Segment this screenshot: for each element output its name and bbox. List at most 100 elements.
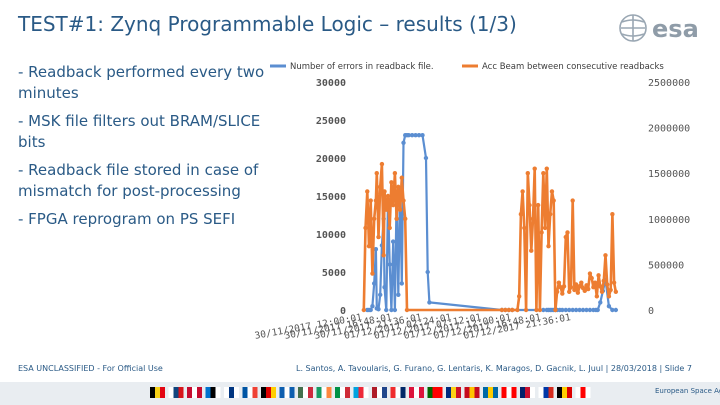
data-point xyxy=(592,280,598,285)
data-point xyxy=(394,216,399,221)
data-point xyxy=(573,282,579,287)
flag-stripe xyxy=(197,387,202,398)
data-point xyxy=(595,307,600,313)
flag-stripe xyxy=(247,387,253,398)
flag-stripe xyxy=(483,387,488,398)
bullet-item: - FPGA reprogram on PS SEFI xyxy=(18,210,236,228)
bullet-item: - Readback file stored in case of mismat… xyxy=(18,161,259,200)
data-point xyxy=(582,288,587,294)
y-right-tick-label: 1000000 xyxy=(648,215,690,226)
flag-stripe xyxy=(456,387,461,398)
data-point xyxy=(558,285,563,290)
flag-stripe xyxy=(562,387,567,398)
flag-stripe xyxy=(427,387,433,398)
data-point xyxy=(587,271,593,276)
data-point xyxy=(503,307,508,313)
authors-line: L. Santos, A. Tavoularis, G. Furano, G. … xyxy=(296,364,692,373)
flag-stripe xyxy=(501,387,507,398)
flag-stripe xyxy=(298,387,303,398)
data-point xyxy=(406,133,411,138)
data-point xyxy=(613,289,619,294)
data-point xyxy=(515,307,520,313)
country-flag-icon xyxy=(483,387,498,398)
country-flag-icon xyxy=(150,387,165,398)
flag-stripe xyxy=(215,387,221,398)
flag-stripe xyxy=(229,387,234,398)
data-point xyxy=(389,307,394,313)
data-point xyxy=(399,175,404,180)
data-point xyxy=(373,198,379,203)
data-point xyxy=(598,300,603,305)
data-point xyxy=(598,284,603,289)
data-point xyxy=(594,294,600,299)
country-flag-icon xyxy=(353,387,369,398)
data-point xyxy=(366,243,372,249)
flag-stripe xyxy=(474,387,480,398)
flag-stripe xyxy=(173,387,179,398)
data-point xyxy=(606,294,612,299)
data-point xyxy=(506,307,512,313)
data-point xyxy=(363,225,368,231)
flag-stripe xyxy=(289,387,295,398)
flag-stripe xyxy=(168,387,174,398)
data-point xyxy=(544,166,549,171)
flag-stripe xyxy=(414,387,419,398)
data-point xyxy=(390,239,396,244)
data-point xyxy=(389,180,394,185)
data-point xyxy=(374,171,379,176)
data-point xyxy=(568,285,574,290)
data-point xyxy=(379,161,385,167)
data-point xyxy=(390,202,396,208)
y-left-tick-label: 20000 xyxy=(316,154,346,165)
y-right-tick-label: 2000000 xyxy=(648,124,690,135)
data-point xyxy=(404,307,410,313)
data-point xyxy=(542,225,548,231)
data-point xyxy=(565,230,570,235)
flag-stripe xyxy=(303,387,308,398)
flag-stripe xyxy=(390,387,396,398)
data-point xyxy=(527,202,532,208)
flag-stripe xyxy=(316,387,322,398)
flag-stripe xyxy=(432,387,438,398)
flag-stripe xyxy=(557,387,562,398)
data-point xyxy=(567,307,572,313)
y-left-tick-label: 25000 xyxy=(316,116,346,127)
data-point xyxy=(573,307,579,313)
data-point xyxy=(368,307,373,313)
data-point xyxy=(371,281,377,286)
data-point xyxy=(522,225,527,231)
country-flag-icon xyxy=(464,387,480,398)
country-flag-icon xyxy=(205,387,221,398)
country-flag-icon xyxy=(446,387,461,398)
data-point xyxy=(610,307,615,313)
data-point xyxy=(425,269,430,275)
flag-stripe xyxy=(446,387,451,398)
country-flag-icon xyxy=(390,387,406,398)
flag-stripe xyxy=(469,387,475,398)
country-flag-icon xyxy=(242,387,258,398)
flag-stripe xyxy=(409,387,414,398)
data-point xyxy=(549,189,555,194)
data-point xyxy=(537,307,543,313)
flag-stripe xyxy=(520,387,525,398)
flag-stripe xyxy=(530,387,535,398)
flag-stripe xyxy=(210,387,216,398)
data-point xyxy=(577,307,582,313)
data-point xyxy=(546,243,551,249)
data-point xyxy=(396,184,401,190)
country-flag-icon xyxy=(427,387,443,398)
country-flag-icon xyxy=(261,387,276,398)
data-point xyxy=(579,280,584,285)
flag-stripe xyxy=(585,387,591,398)
data-point xyxy=(589,275,594,281)
data-point xyxy=(535,202,541,208)
data-point xyxy=(599,289,605,294)
data-point xyxy=(591,285,596,290)
flag-stripe xyxy=(580,387,586,398)
data-point xyxy=(396,292,401,297)
bullet-list: - Readback performed every two minutes -… xyxy=(18,62,288,237)
data-point xyxy=(392,171,398,176)
flag-stripe xyxy=(377,387,382,398)
data-point xyxy=(556,280,562,285)
flag-stripe xyxy=(234,387,239,398)
